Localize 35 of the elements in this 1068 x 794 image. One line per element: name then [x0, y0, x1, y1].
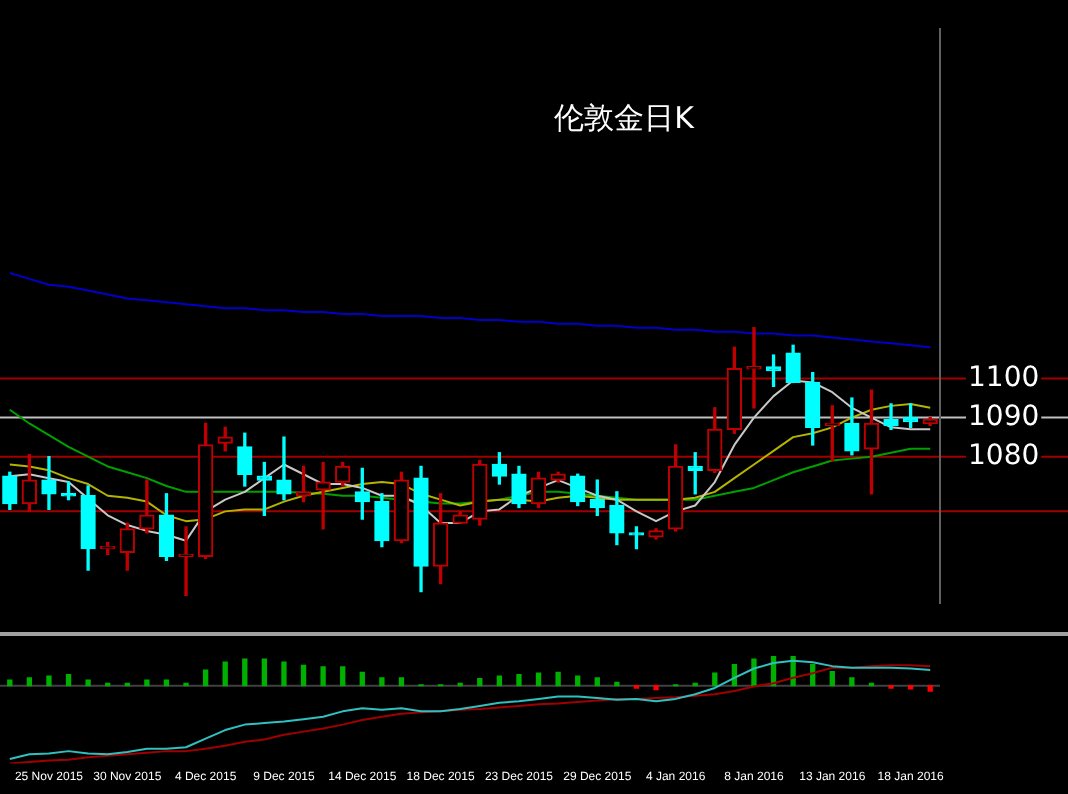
candlestick	[883, 403, 899, 430]
bar	[555, 671, 561, 687]
bar	[594, 677, 600, 687]
text: 伦敦金日K	[552, 100, 696, 138]
y-tick-label: 1080	[968, 439, 1040, 472]
bar	[261, 658, 268, 687]
bar	[320, 666, 326, 687]
bar	[379, 677, 385, 687]
bar	[65, 674, 72, 687]
bar	[829, 670, 835, 687]
bar	[281, 661, 287, 687]
candlestick	[276, 436, 292, 501]
bar	[359, 671, 365, 687]
bar	[26, 677, 33, 687]
bar	[46, 675, 52, 687]
bar	[653, 684, 659, 691]
bar	[340, 666, 346, 687]
y-tick-label: 1090	[968, 400, 1040, 433]
bar	[516, 674, 522, 687]
bar	[144, 679, 150, 687]
bar	[535, 672, 542, 687]
bar	[85, 679, 91, 687]
bar	[222, 661, 228, 687]
bar	[300, 664, 307, 687]
bar	[477, 677, 483, 687]
bar	[751, 658, 757, 687]
y-tick-label: 1100	[968, 361, 1040, 394]
bar	[614, 681, 620, 687]
bar	[849, 677, 855, 687]
bar	[712, 672, 718, 687]
bar	[927, 684, 933, 692]
bar	[242, 658, 248, 687]
candlestick	[315, 461, 331, 530]
bar	[202, 669, 209, 687]
bar	[398, 677, 405, 687]
